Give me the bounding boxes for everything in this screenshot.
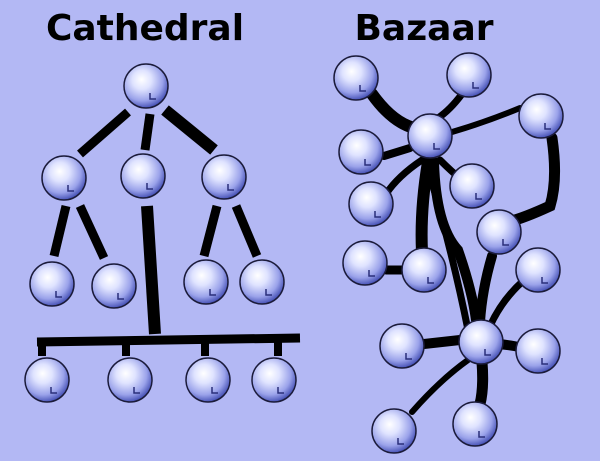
cathedral-node [123, 63, 169, 109]
cathedral-link [49, 204, 71, 258]
bazaar-node [348, 181, 394, 227]
bazaar-node [371, 408, 417, 454]
bazaar-link [419, 335, 465, 349]
bazaar-link [502, 132, 561, 228]
bazaar-node [449, 163, 495, 209]
bazaar-link [409, 357, 471, 415]
cathedral-node [29, 261, 75, 307]
cathedral-link [199, 204, 222, 258]
cathedral-link [77, 108, 131, 158]
bazaar-link [475, 251, 497, 327]
bazaar-link [422, 158, 472, 334]
bazaar-link [449, 105, 523, 135]
cathedral-link [140, 113, 155, 151]
cathedral-node [41, 155, 87, 201]
bazaar-node [476, 209, 522, 255]
bazaar-node [515, 247, 561, 293]
bazaar-node [518, 93, 564, 139]
bazaar-link [474, 356, 489, 410]
bazaar-link [380, 144, 414, 160]
cathedral-link [75, 204, 109, 260]
bazaar-nodes [333, 52, 564, 454]
bazaar-node [338, 129, 384, 175]
cathedral-node [107, 357, 153, 403]
bazaar-node [515, 328, 561, 374]
cathedral-node [251, 357, 297, 403]
cathedral-link [141, 205, 161, 335]
bazaar-link [486, 278, 526, 330]
cathedral-link [36, 333, 301, 347]
cathedral-node [183, 259, 229, 305]
bazaar-title: Bazaar [354, 8, 493, 49]
bazaar-node [407, 113, 453, 159]
cathedral-node [120, 153, 166, 199]
cathedral-node [201, 154, 247, 200]
bazaar-node [401, 247, 447, 293]
cathedral-link [231, 204, 262, 258]
bazaar-node [458, 319, 504, 365]
cathedral-nodes [24, 63, 297, 403]
cathedral-node [91, 263, 137, 309]
cathedral-link [161, 105, 218, 155]
cathedral-node [239, 259, 285, 305]
cathedral-node [24, 357, 70, 403]
bazaar-node [379, 323, 425, 369]
cathedral-title: Cathedral [46, 8, 244, 49]
cathedral-node [185, 357, 231, 403]
bazaar-node [333, 55, 379, 101]
cathedral-links [36, 105, 301, 356]
bazaar-node [452, 401, 498, 447]
bazaar-node [342, 240, 388, 286]
bazaar-node [446, 52, 492, 98]
